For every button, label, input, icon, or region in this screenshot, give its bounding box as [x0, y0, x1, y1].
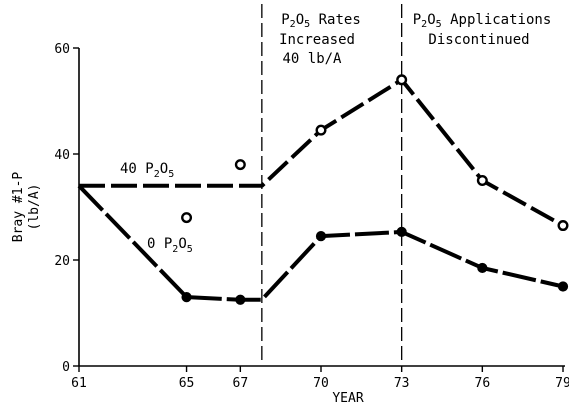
data-point — [181, 292, 192, 303]
y-tick-label: 40 — [54, 148, 70, 163]
data-point — [557, 281, 569, 292]
data-point — [315, 231, 327, 242]
data-point — [234, 159, 246, 171]
data-point — [235, 294, 246, 305]
y-tick-label: 20 — [54, 254, 70, 269]
y-tick-label: 0 — [62, 360, 70, 375]
data-point — [181, 212, 193, 224]
series-line — [77, 184, 564, 302]
series-line — [79, 77, 564, 228]
annotation-applications-discontinued: P2O5 Applications Discontinued — [413, 12, 552, 48]
x-tick-label: 76 — [475, 376, 491, 391]
data-point — [396, 226, 407, 238]
x-tick-label: 67 — [233, 376, 249, 391]
x-axis-label: YEAR — [332, 391, 363, 406]
y-axis-label: Bray #1-P (lb/A) — [11, 172, 42, 243]
svg-text:(lb/A): (lb/A) — [27, 184, 42, 231]
x-tick-label: 70 — [313, 376, 329, 391]
x-tick-label: 79 — [555, 376, 569, 391]
x-tick-label: 73 — [394, 376, 410, 391]
x-tick-label: 61 — [71, 376, 87, 391]
data-point — [315, 124, 327, 136]
data-point — [557, 220, 569, 232]
series-label-0-p2o5: 0 P2O5 — [147, 236, 193, 255]
svg-text:P2O5 Rates: P2O5 Rates — [281, 12, 361, 30]
svg-text:P2O5 Applications: P2O5 Applications — [413, 12, 552, 30]
svg-text:Bray #1-P: Bray #1-P — [11, 172, 26, 243]
data-point — [477, 262, 488, 274]
series-label-40-p2o5: 40 P2O5 — [120, 161, 174, 180]
svg-text:Increased: Increased — [279, 32, 355, 48]
y-tick-label: 60 — [54, 42, 70, 57]
annotation-rates-increased: P2O5 Rates Increased 40 lb/A — [279, 12, 361, 67]
svg-text:Discontinued: Discontinued — [428, 32, 529, 48]
data-point — [396, 74, 408, 86]
data-point — [476, 174, 488, 186]
x-tick-label: 65 — [179, 376, 195, 391]
svg-text:40 lb/A: 40 lb/A — [282, 51, 342, 67]
